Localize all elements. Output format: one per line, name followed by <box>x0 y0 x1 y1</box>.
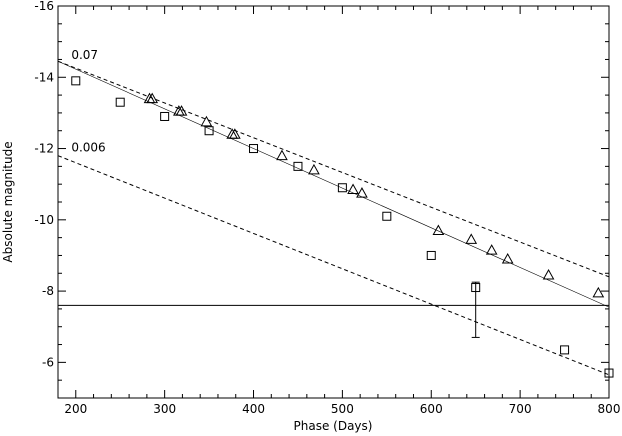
square-marker <box>560 345 570 355</box>
triangle-marker <box>347 183 359 195</box>
square-marker <box>115 97 125 107</box>
square-marker <box>160 111 170 121</box>
triangle-marker <box>465 233 478 244</box>
plot-frame <box>57 5 610 399</box>
x-tick-label: 400 <box>242 402 265 416</box>
reference-lines <box>57 60 610 376</box>
line-label: 0.006 <box>71 140 105 154</box>
y-tick-label: -10 <box>34 213 54 227</box>
triangle-marker <box>175 105 188 116</box>
triangle-marker <box>229 128 241 139</box>
x-axis-label: Phase (Days) <box>294 419 373 433</box>
square-marker <box>382 211 392 221</box>
triangle-marker <box>276 149 288 161</box>
square-marker <box>204 126 214 136</box>
y-tick-label: -8 <box>42 284 54 298</box>
x-tick-label: 500 <box>331 402 354 416</box>
triangle-marker <box>308 163 320 175</box>
triangle-marker <box>356 187 368 198</box>
y-tick-label: -14 <box>34 70 54 84</box>
y-tick-label: -12 <box>34 142 54 156</box>
dashed-line <box>57 60 610 278</box>
y-axis-label: Absolute magnitude <box>1 141 15 262</box>
data-markers <box>71 76 614 378</box>
line-annotations: 0.07 0.006 <box>71 48 105 155</box>
square-marker <box>426 250 436 260</box>
square-marker <box>471 283 481 293</box>
triangle-marker <box>542 269 555 280</box>
x-tick-label: 600 <box>420 402 443 416</box>
axis-ticks: 200 300 400 500 600 700 800 -16 -14 -12 -10 -8 -6 <box>34 0 620 416</box>
triangle-marker <box>485 244 498 255</box>
triangle-marker <box>501 252 514 264</box>
square-marker <box>604 368 614 378</box>
dashed-line <box>57 155 610 376</box>
x-tick-label: 200 <box>64 402 87 416</box>
y-tick-label: -6 <box>42 355 54 369</box>
triangle-marker <box>432 224 445 236</box>
triangle-marker <box>592 286 605 298</box>
square-marker <box>337 183 347 193</box>
y-tick-label: -16 <box>34 0 54 13</box>
x-tick-label: 800 <box>598 402 621 416</box>
line-label: 0.07 <box>71 48 98 62</box>
x-tick-label: 300 <box>153 402 176 416</box>
triangle-marker <box>146 92 159 104</box>
triangle-marker <box>200 115 213 127</box>
square-marker <box>249 144 259 154</box>
x-tick-label: 700 <box>509 402 532 416</box>
square-marker <box>293 161 303 171</box>
square-marker <box>71 76 81 86</box>
fit-line <box>57 60 610 308</box>
